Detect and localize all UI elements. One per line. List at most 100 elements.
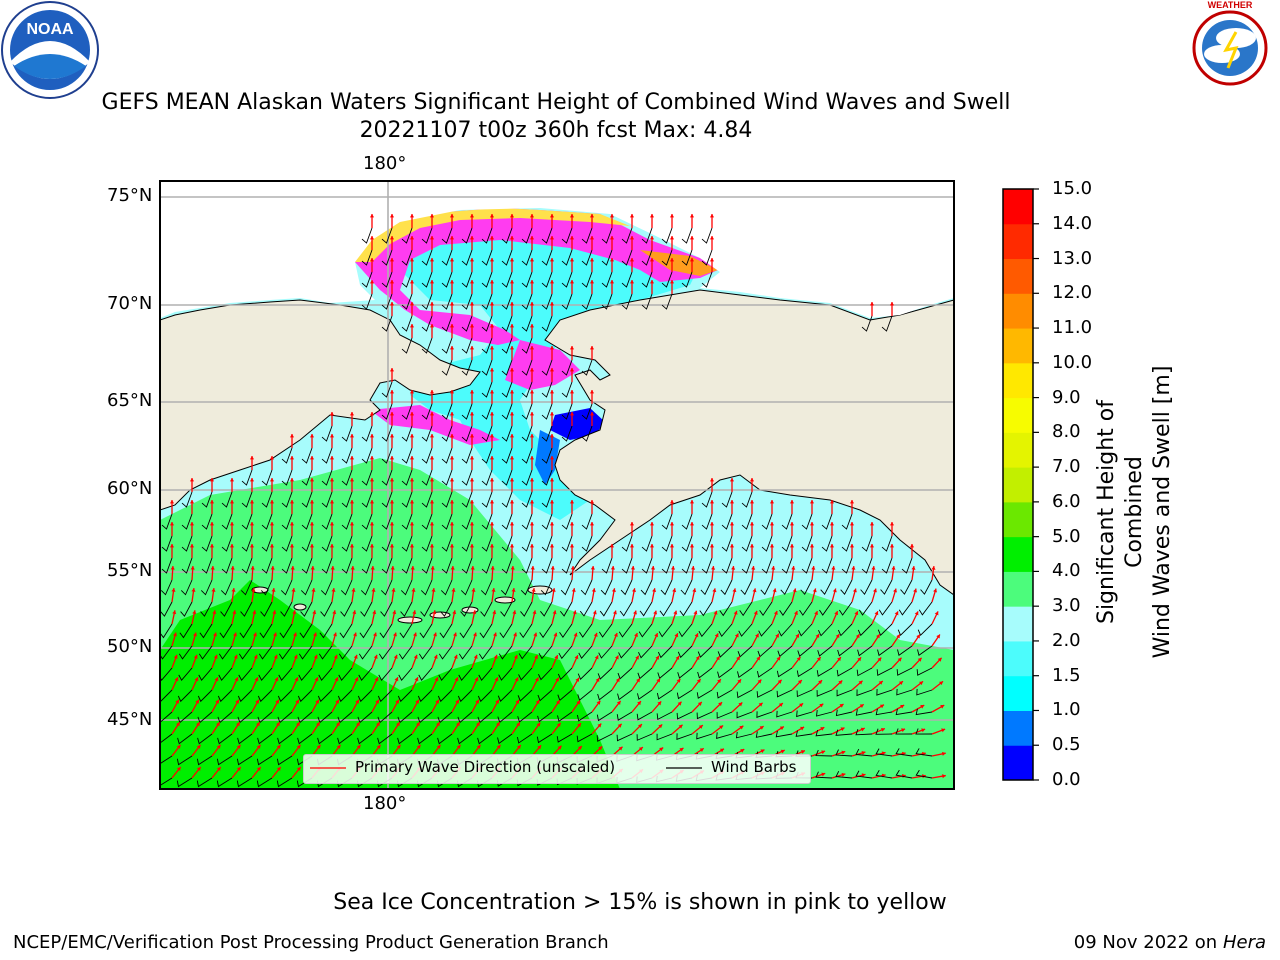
wave-arrowhead [392, 632, 397, 637]
wave-direction-arrows [160, 214, 946, 788]
legend-wave-swatch [310, 767, 346, 769]
wind-barb [358, 645, 373, 660]
wave-arrowhead [689, 522, 695, 526]
colorbar-tick-label: 10.0 [1052, 351, 1093, 373]
wave-arrowhead [489, 456, 495, 460]
wave-arrowhead [589, 236, 595, 240]
wave-arrowhead [709, 478, 715, 482]
wave-arrowhead [496, 722, 500, 727]
wave-arrowhead [189, 478, 195, 482]
wave-arrowhead [776, 656, 781, 661]
wave-arrowhead [289, 434, 295, 438]
wave-arrowhead [173, 654, 178, 659]
wind-barb [481, 403, 493, 420]
wave-arrowhead [529, 390, 535, 394]
wave-arrowhead [494, 677, 499, 682]
colorbar-tick-label: 13.0 [1052, 247, 1093, 269]
wind-barb [501, 293, 513, 310]
wind-barb [420, 579, 433, 596]
wave-arrowhead [769, 522, 775, 526]
wave-arrowhead [236, 744, 241, 749]
wave-arrowhead [349, 522, 355, 526]
map-frame [159, 180, 955, 790]
wind-barb [437, 733, 453, 745]
wave-arrowhead [490, 566, 495, 570]
wave-arrowhead [589, 280, 595, 284]
wind-barb [481, 271, 493, 288]
wave-arrowhead [214, 677, 219, 682]
wave-arrowhead [650, 566, 656, 570]
wave-arrowhead [469, 456, 475, 460]
wind-barb [441, 337, 453, 354]
wave-arrowhead [253, 654, 258, 659]
wave-arrowhead [869, 544, 875, 548]
wave-arrowhead [429, 478, 435, 482]
wind-barb [237, 733, 253, 745]
wave-arrowhead [389, 368, 395, 372]
wind-barb [521, 469, 533, 486]
wave-arrowhead [414, 677, 419, 682]
wind-barb [697, 667, 713, 679]
wave-arrowhead [829, 500, 835, 504]
wind-barb [736, 689, 753, 699]
wind-barb [781, 513, 793, 530]
wind-barb [178, 667, 193, 681]
wave-arrowhead [409, 280, 415, 284]
wave-arrowhead [755, 633, 759, 638]
wave-arrowhead [289, 478, 295, 482]
wave-arrowhead [569, 236, 575, 240]
wind-barb [176, 777, 193, 788]
wave-arrowhead [717, 679, 721, 684]
wind-barb [461, 227, 473, 244]
wind-barb [397, 689, 413, 703]
wave-arrowhead [374, 677, 379, 682]
wind-barb [160, 623, 173, 639]
wind-barb [717, 667, 733, 679]
wave-arrowhead [529, 346, 535, 350]
colorbar [1003, 188, 1039, 781]
wind-barb [677, 645, 693, 659]
wave-arrowhead [469, 258, 475, 262]
wind-barb [895, 748, 913, 757]
wind-barb [597, 689, 613, 701]
wind-barb [161, 557, 173, 574]
wave-arrowhead [170, 566, 175, 570]
wave-arrowhead [269, 478, 275, 482]
wind-barb [421, 469, 433, 486]
colorbar-label-line1: Significant Height of Combined [1094, 399, 1147, 625]
wind-barb [815, 749, 833, 757]
wind-barb [917, 645, 933, 657]
wind-barb [321, 469, 333, 486]
lat-label-45: 45°N [107, 709, 153, 730]
wind-barb [681, 249, 693, 266]
wave-arrowhead [236, 722, 240, 727]
wind-barb [721, 513, 733, 530]
wave-arrowhead [409, 302, 415, 306]
wind-barb [779, 601, 793, 616]
wave-arrowhead [413, 654, 418, 659]
wave-arrowhead [934, 611, 939, 616]
wave-arrowhead [598, 746, 603, 751]
wave-arrowhead [216, 722, 220, 727]
wind-barb [741, 513, 753, 530]
wind-barb [437, 689, 453, 703]
wave-arrowhead [669, 280, 675, 284]
wave-arrowhead [215, 699, 219, 704]
wave-arrowhead [509, 434, 515, 438]
wave-arrowhead [269, 456, 275, 460]
wind-barb [276, 777, 293, 788]
wind-barb [578, 645, 593, 659]
wind-barb [221, 491, 233, 508]
wave-arrowhead [609, 214, 615, 218]
wave-arrowhead [429, 500, 435, 504]
wind-barb [459, 623, 473, 639]
wave-arrowhead [549, 346, 555, 350]
wind-barb [180, 601, 193, 617]
wave-arrowhead [396, 722, 400, 727]
wave-arrowhead [751, 566, 756, 570]
wind-barb [201, 535, 213, 552]
wave-arrowhead [549, 522, 555, 526]
wave-arrowhead [612, 610, 617, 615]
wind-barb [297, 733, 313, 745]
wave-arrowhead [549, 478, 555, 482]
